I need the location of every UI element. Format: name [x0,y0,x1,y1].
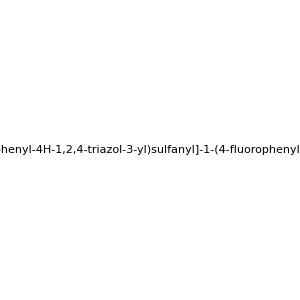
Text: 2-[(4,5-diphenyl-4H-1,2,4-triazol-3-yl)sulfanyl]-1-(4-fluorophenyl)ethanone: 2-[(4,5-diphenyl-4H-1,2,4-triazol-3-yl)s… [0,145,300,155]
